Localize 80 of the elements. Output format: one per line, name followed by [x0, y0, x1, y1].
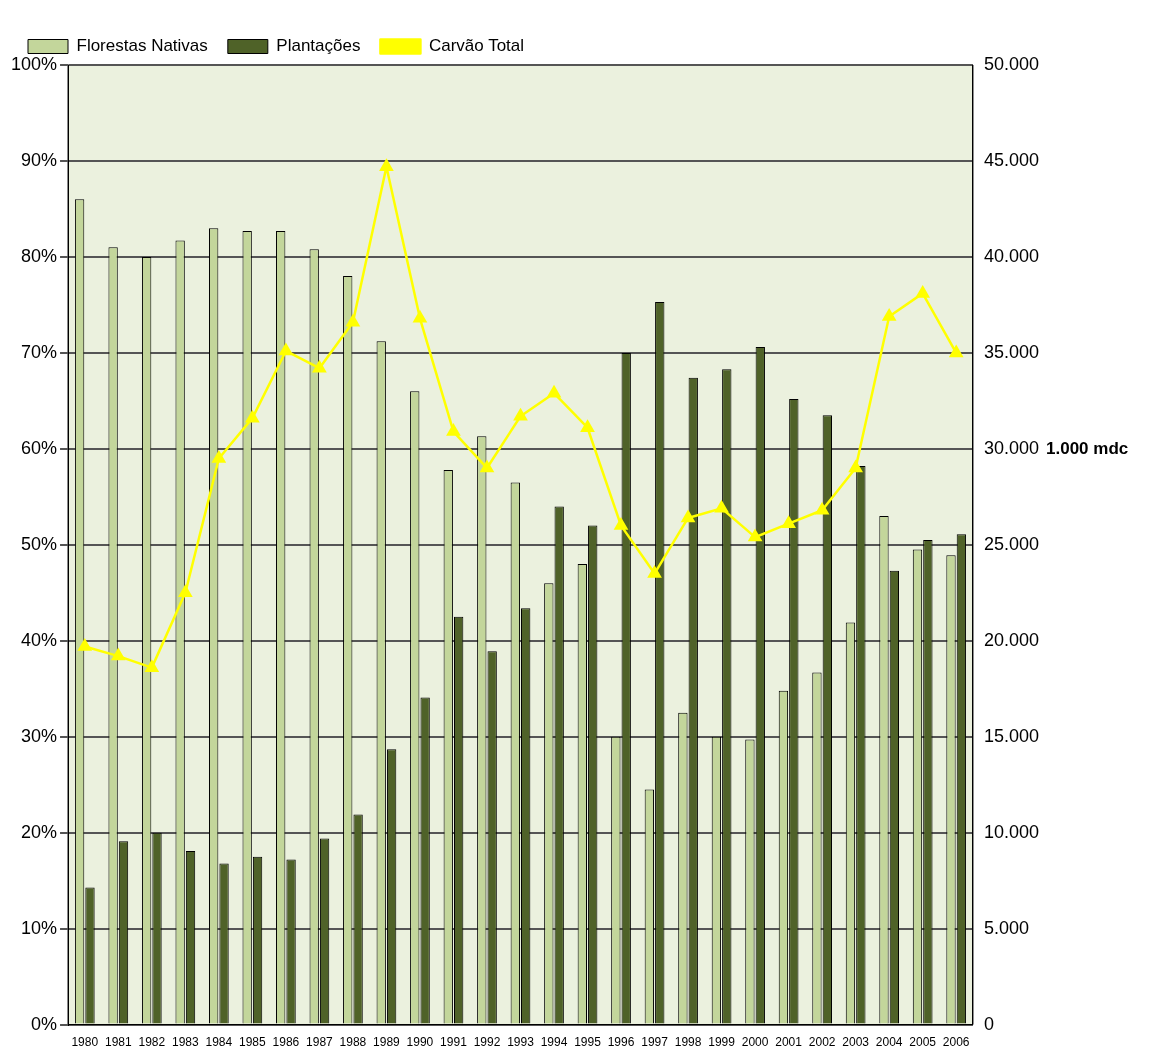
point — [379, 159, 393, 171]
y-tick-label: 60% — [21, 437, 58, 458]
y2-tick-label: 25.000 — [983, 533, 1040, 554]
point — [782, 516, 796, 528]
x-tick-label: 2004 — [875, 1035, 903, 1050]
x-tick-label: 2002 — [808, 1035, 836, 1050]
x-tick-label: 2001 — [775, 1035, 803, 1050]
point — [614, 518, 628, 530]
x-tick-label: 2000 — [741, 1035, 769, 1050]
x-tick-label: 1986 — [272, 1035, 300, 1050]
point — [312, 360, 326, 373]
x-tick-label: 1990 — [406, 1035, 434, 1050]
x-tick-label: 2003 — [842, 1035, 870, 1050]
y-tick-label: 0% — [31, 1013, 58, 1034]
y-tick-label: 30% — [21, 725, 58, 746]
point — [178, 585, 192, 598]
legend-label: Plantações — [276, 36, 361, 56]
point — [514, 408, 527, 421]
point — [547, 385, 561, 398]
x-tick-label: 1994 — [540, 1035, 568, 1050]
point — [145, 660, 159, 672]
point — [480, 460, 494, 473]
x-tick-label: 1999 — [708, 1035, 736, 1050]
x-tick-label: 1996 — [607, 1035, 635, 1050]
point — [581, 420, 594, 432]
x-tick-label: 1980 — [71, 1035, 99, 1050]
y2-tick-label: 30.000 — [983, 437, 1040, 458]
point — [681, 510, 695, 523]
point — [949, 345, 963, 358]
x-tick-label: 2006 — [942, 1035, 970, 1050]
point — [815, 503, 829, 515]
y2-tick-label: 20.000 — [983, 629, 1040, 650]
point — [882, 309, 896, 321]
x-tick-label: 1997 — [641, 1035, 669, 1050]
y-tick-label: 50% — [21, 533, 58, 554]
x-tick-label: 1989 — [373, 1035, 401, 1050]
y-tick-label: 10% — [21, 917, 58, 938]
y2-tick-label: 0 — [983, 1013, 994, 1034]
y2-axis-title: 1.000 mdc — [1046, 438, 1129, 458]
point — [849, 460, 863, 473]
x-tick-label: 1981 — [104, 1035, 132, 1050]
x-tick-label: 1998 — [674, 1035, 702, 1050]
y-tick-label: 100% — [10, 53, 58, 74]
point — [212, 451, 226, 463]
point — [279, 343, 293, 356]
x-tick-label: 1992 — [473, 1035, 501, 1050]
y-tick-label: 40% — [21, 629, 58, 650]
point — [245, 410, 259, 423]
y2-tick-label: 5.000 — [983, 917, 1029, 938]
x-tick-label: 1995 — [574, 1035, 602, 1050]
legend-label: Carvão Total — [428, 36, 525, 56]
y-tick-label: 80% — [21, 245, 58, 266]
point — [346, 314, 360, 327]
x-tick-label: 1982 — [138, 1035, 166, 1050]
y2-tick-label: 15.000 — [983, 725, 1040, 746]
y-tick-label: 70% — [21, 341, 58, 362]
point — [78, 639, 92, 651]
x-tick-label: 1991 — [440, 1035, 468, 1050]
x-tick-label: 1993 — [507, 1035, 535, 1050]
point — [715, 501, 729, 513]
x-tick-label: 1988 — [339, 1035, 367, 1050]
point — [748, 529, 762, 542]
point — [447, 424, 460, 436]
point — [111, 648, 125, 661]
y2-tick-label: 50.000 — [983, 53, 1040, 74]
y2-tick-label: 35.000 — [983, 341, 1040, 362]
legend-label: Florestas Nativas — [76, 36, 208, 56]
point — [413, 311, 427, 323]
x-tick-label: 1987 — [306, 1035, 334, 1050]
x-tick-label: 1985 — [239, 1035, 267, 1050]
y-tick-label: 20% — [21, 821, 58, 842]
point — [648, 566, 661, 578]
y2-tick-label: 40.000 — [983, 245, 1040, 266]
point — [916, 286, 930, 298]
x-tick-label: 2005 — [909, 1035, 937, 1050]
x-tick-label: 1984 — [205, 1035, 233, 1050]
x-tick-label: 1983 — [171, 1035, 200, 1050]
y-tick-label: 90% — [21, 149, 58, 170]
y2-tick-label: 10.000 — [983, 821, 1040, 842]
y2-tick-label: 45.000 — [983, 149, 1040, 170]
